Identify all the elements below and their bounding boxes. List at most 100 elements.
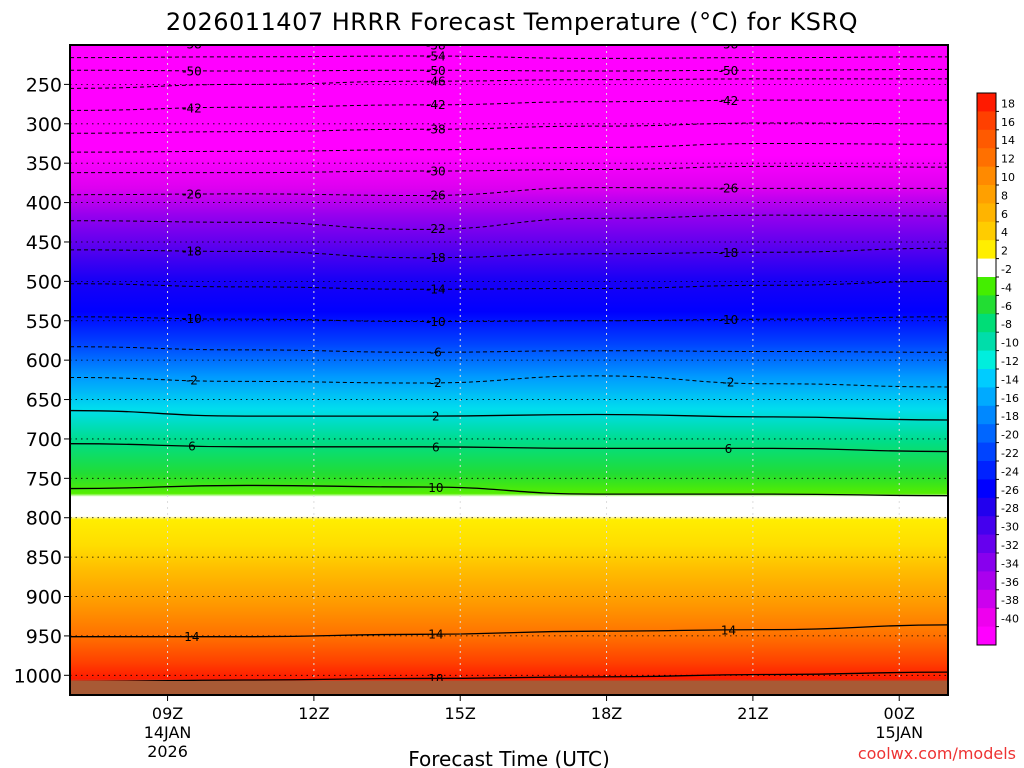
isotherm-label--18: -18 bbox=[719, 246, 739, 260]
plot-frame bbox=[69, 44, 949, 696]
colorbar-swatch bbox=[977, 571, 996, 591]
colorbar-swatch bbox=[977, 350, 996, 370]
colorbar-label-8: 8 bbox=[1001, 189, 1008, 202]
x-tick-label-09Z: 09Z bbox=[152, 704, 183, 723]
colorbar: 18 16 14 12 10 8 6 4 2 -2 -4 -6 -8 -10 -12 -14 -16 -18 -20… bbox=[976, 92, 1019, 646]
y-tick-label-350: 350 bbox=[26, 153, 62, 175]
colorbar-label--20: -20 bbox=[1001, 429, 1019, 442]
colorbar-label-10: 10 bbox=[1001, 171, 1015, 184]
y-axis: 250 300 350 400 450 500 550 600 650 700 750 800 850 9… bbox=[14, 74, 70, 687]
isotherm--46 bbox=[70, 78, 948, 89]
colorbar-label--38: -38 bbox=[1001, 594, 1019, 607]
colorbar-swatch bbox=[977, 93, 996, 112]
colorbar-swatch bbox=[977, 534, 996, 554]
colorbar-label--26: -26 bbox=[1001, 484, 1019, 497]
colorbar-label--22: -22 bbox=[1001, 447, 1019, 460]
colorbar-label-4: 4 bbox=[1001, 226, 1008, 239]
isotherm-label-14: 14 bbox=[721, 624, 736, 638]
x-tick-label-00Z: 00Z bbox=[884, 704, 915, 723]
isotherm-label--2: -2 bbox=[186, 374, 198, 388]
colorbar-swatch bbox=[977, 148, 996, 168]
colorbar-swatch bbox=[977, 332, 996, 352]
colorbar-label--4: -4 bbox=[1001, 281, 1012, 294]
colorbar-label--40: -40 bbox=[1001, 613, 1019, 626]
isotherm-label--6: -6 bbox=[430, 346, 442, 360]
colorbar-label-12: 12 bbox=[1001, 153, 1015, 166]
isotherm--42 bbox=[70, 99, 948, 111]
colorbar-swatch bbox=[977, 166, 996, 186]
y-tick-label-850: 850 bbox=[26, 547, 62, 569]
isotherm-label-2: 2 bbox=[432, 409, 440, 423]
colorbar-swatch bbox=[977, 479, 996, 499]
colorbar-swatch bbox=[977, 258, 996, 278]
colorbar-label-2: 2 bbox=[1001, 245, 1008, 258]
isotherm-label--42: -42 bbox=[719, 94, 739, 108]
isotherm-18 bbox=[70, 671, 948, 683]
colorbar-swatch bbox=[977, 277, 996, 296]
isotherm-label--50: -50 bbox=[426, 64, 446, 78]
isotherm-label--18: -18 bbox=[182, 244, 202, 258]
isotherm-label--26: -26 bbox=[426, 188, 446, 202]
y-tick-label-1000: 1000 bbox=[14, 665, 62, 687]
x-tick-date-00Z: 15JAN bbox=[875, 723, 923, 742]
colorbar-swatch bbox=[977, 313, 996, 333]
y-tick-label-400: 400 bbox=[26, 193, 62, 215]
y-tick-label-550: 550 bbox=[26, 311, 62, 333]
isotherm--34 bbox=[70, 142, 948, 153]
isotherm-6 bbox=[70, 443, 948, 453]
isotherm--6 bbox=[70, 346, 948, 353]
y-tick-label-300: 300 bbox=[26, 114, 62, 136]
isotherm-label--2: -2 bbox=[430, 376, 442, 390]
y-tick-label-800: 800 bbox=[26, 508, 62, 530]
y-tick-label-500: 500 bbox=[26, 271, 62, 293]
colorbar-swatch bbox=[977, 461, 996, 480]
isotherm--50 bbox=[70, 68, 948, 72]
isotherms: -58 -58 -58-54-50 -50 -50-46-42 -42 -42-38-30-… bbox=[70, 37, 948, 686]
isotherm-label-6: 6 bbox=[188, 439, 196, 453]
x-tick-label-21Z: 21Z bbox=[737, 704, 768, 723]
colorbar-swatch bbox=[977, 111, 996, 131]
x-tick-label-12Z: 12Z bbox=[298, 704, 329, 723]
isotherm-label--46: -46 bbox=[426, 75, 446, 89]
colorbar-label--16: -16 bbox=[1001, 392, 1019, 405]
y-tick-label-250: 250 bbox=[26, 74, 62, 96]
colorbar-swatch bbox=[977, 626, 996, 646]
isotherm--18 bbox=[70, 247, 948, 259]
isotherm-label-10: 10 bbox=[428, 481, 443, 495]
colorbar-label--30: -30 bbox=[1001, 521, 1019, 534]
colorbar-label--34: -34 bbox=[1001, 557, 1019, 570]
isotherm-label--10: -10 bbox=[426, 315, 446, 329]
isotherm-label--58: -58 bbox=[719, 37, 739, 51]
isotherm--54 bbox=[70, 55, 948, 59]
isotherm--38 bbox=[70, 122, 948, 134]
isotherm-2 bbox=[70, 409, 948, 421]
plot-area: -58 -58 -58-54-50 -50 -50-46-42 -42 -42-38-30-… bbox=[70, 37, 948, 695]
isotherm-label-6: 6 bbox=[432, 440, 440, 454]
isotherm-label-14: 14 bbox=[428, 628, 443, 642]
isotherm-label--50: -50 bbox=[182, 64, 202, 78]
isotherm-label--42: -42 bbox=[182, 102, 202, 116]
x-tick-date-09Z: 14JAN bbox=[144, 723, 192, 742]
colorbar-swatch bbox=[977, 608, 996, 628]
isotherm-14 bbox=[70, 624, 948, 638]
colorbar-swatch bbox=[977, 221, 996, 241]
credit-link[interactable]: coolwx.com/models bbox=[858, 744, 1016, 763]
temperature-field bbox=[70, 45, 948, 695]
colorbar-swatch bbox=[977, 405, 996, 425]
y-tick-label-450: 450 bbox=[26, 232, 62, 254]
isotherm-label--18: -18 bbox=[426, 251, 446, 265]
colorbar-label-16: 16 bbox=[1001, 116, 1015, 129]
isotherm-label--58: -58 bbox=[426, 39, 446, 53]
colorbar-label--10: -10 bbox=[1001, 337, 1019, 350]
isotherm-label--26: -26 bbox=[719, 182, 739, 196]
isotherm--2 bbox=[70, 375, 948, 388]
colorbar-swatch bbox=[977, 369, 996, 388]
colorbar-label-14: 14 bbox=[1001, 134, 1015, 147]
colorbar-label--12: -12 bbox=[1001, 355, 1019, 368]
x-tick-label-18Z: 18Z bbox=[591, 704, 622, 723]
x-axis-label: Forecast Time (UTC) bbox=[408, 747, 610, 768]
colorbar-label--2: -2 bbox=[1001, 263, 1012, 276]
y-tick-label-900: 900 bbox=[26, 587, 62, 609]
y-tick-label-950: 950 bbox=[26, 626, 62, 648]
